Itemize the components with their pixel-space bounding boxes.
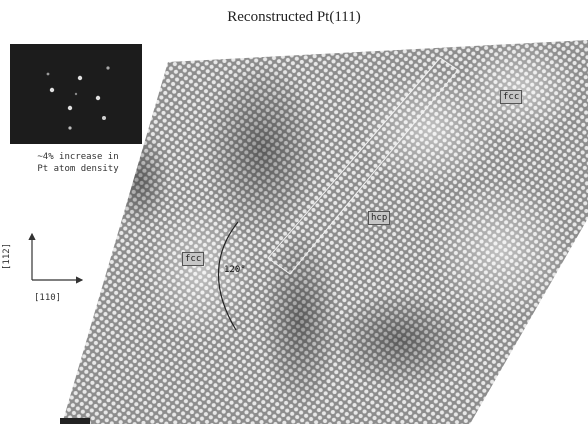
diffraction-pattern-inset [10, 44, 142, 144]
caption-line-2: Pt atom density [37, 164, 119, 174]
caption-line-1: ~4% increase in [37, 152, 119, 162]
scale-bar [60, 418, 90, 424]
region-label-hcp: hcp [368, 211, 391, 225]
axes-icon [28, 232, 84, 284]
region-label-fcc: fcc [182, 252, 205, 266]
angle-label: 120° [224, 265, 246, 275]
region-label-fcc-top: fcc [500, 90, 523, 104]
inset-caption: ~4% increase in Pt atom density [8, 151, 148, 175]
figure-title: Reconstructed Pt(111) [227, 9, 361, 25]
axis-label-110: [110] [34, 293, 62, 303]
